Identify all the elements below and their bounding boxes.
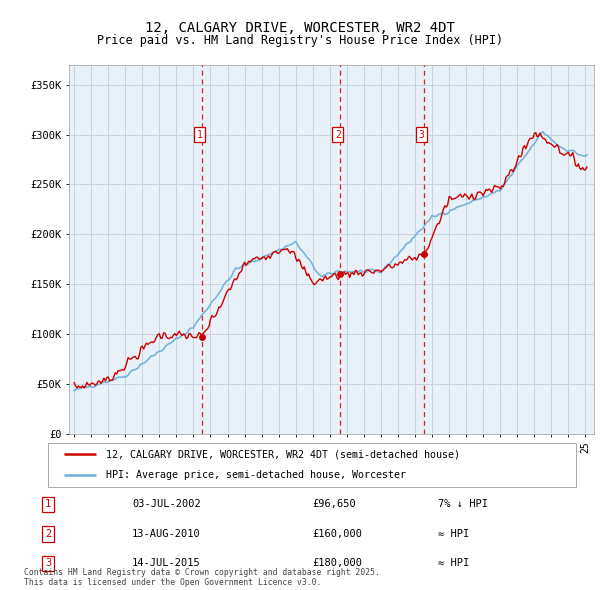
Text: 13-AUG-2010: 13-AUG-2010 — [132, 529, 201, 539]
Text: 03-JUL-2002: 03-JUL-2002 — [132, 500, 201, 509]
Text: Price paid vs. HM Land Registry's House Price Index (HPI): Price paid vs. HM Land Registry's House … — [97, 34, 503, 47]
Text: 2: 2 — [335, 130, 341, 140]
Text: £160,000: £160,000 — [312, 529, 362, 539]
Text: 14-JUL-2015: 14-JUL-2015 — [132, 559, 201, 568]
Text: 2: 2 — [45, 529, 51, 539]
Text: Contains HM Land Registry data © Crown copyright and database right 2025.
This d: Contains HM Land Registry data © Crown c… — [24, 568, 380, 587]
Text: 3: 3 — [45, 559, 51, 568]
Text: £96,650: £96,650 — [312, 500, 356, 509]
Text: 7% ↓ HPI: 7% ↓ HPI — [438, 500, 488, 509]
Text: HPI: Average price, semi-detached house, Worcester: HPI: Average price, semi-detached house,… — [106, 470, 406, 480]
Text: 12, CALGARY DRIVE, WORCESTER, WR2 4DT (semi-detached house): 12, CALGARY DRIVE, WORCESTER, WR2 4DT (s… — [106, 450, 460, 460]
Text: ≈ HPI: ≈ HPI — [438, 529, 469, 539]
Text: 12, CALGARY DRIVE, WORCESTER, WR2 4DT: 12, CALGARY DRIVE, WORCESTER, WR2 4DT — [145, 21, 455, 35]
Text: ≈ HPI: ≈ HPI — [438, 559, 469, 568]
Text: 1: 1 — [196, 130, 202, 140]
Text: 1: 1 — [45, 500, 51, 509]
Text: £180,000: £180,000 — [312, 559, 362, 568]
Text: 3: 3 — [419, 130, 425, 140]
